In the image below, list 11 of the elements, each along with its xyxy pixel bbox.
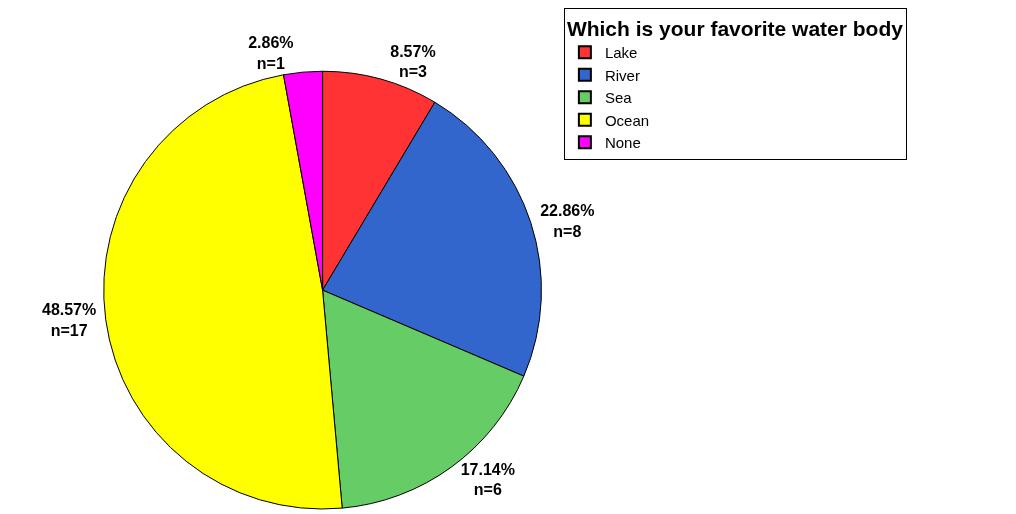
legend-title: Which is your favorite water body (566, 16, 904, 40)
legend-label: Sea (604, 89, 633, 107)
legend-label: Ocean (604, 111, 650, 129)
data-label: 48.57% n=17 (41, 300, 97, 339)
data-label: 17.14% n=6 (460, 460, 515, 499)
data-label: 22.86% n=8 (540, 201, 595, 240)
legend-label: None (604, 134, 641, 152)
legend-label: River (604, 66, 640, 84)
legend-label: Lake (604, 44, 638, 62)
data-label: 2.86% n=1 (248, 34, 294, 73)
data-label: 8.57% n=3 (390, 42, 436, 81)
